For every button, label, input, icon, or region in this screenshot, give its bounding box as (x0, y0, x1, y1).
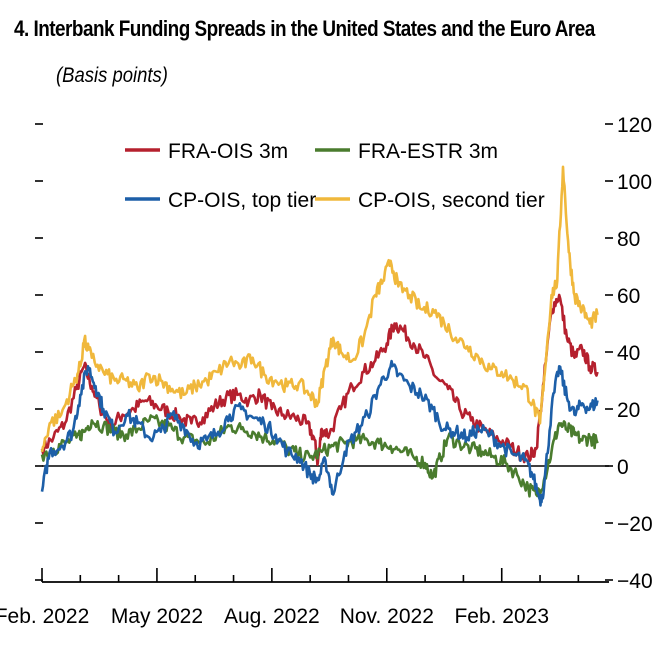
series-line-1 (40, 414, 599, 498)
y-axis-left (35, 123, 43, 581)
series-line-3 (40, 165, 599, 453)
legend-label-fra-estr: FRA-ESTR 3m (358, 140, 498, 163)
x-tick-label: Aug. 2022 (224, 605, 320, 628)
y-tick-label: 40 (617, 342, 640, 365)
legend: FRA-OIS 3m FRA-ESTR 3m CP-OIS, top tier … (125, 140, 545, 212)
x-tick-label: Feb. 2023 (454, 605, 549, 628)
y-tick-label: 60 (617, 285, 640, 308)
plot-lines (40, 165, 609, 507)
series-line-0 (40, 293, 599, 466)
y-axis-right: 120 100 80 60 40 20 0 −20 −40 (605, 114, 653, 593)
x-tick-label: Feb. 2022 (0, 605, 89, 628)
legend-label-cp-second: CP-OIS, second tier (358, 189, 545, 212)
y-tick-label: 120 (617, 114, 652, 137)
chart-title: 4. Interbank Funding Spreads in the Unit… (14, 16, 595, 41)
legend-label-fra-ois: FRA-OIS 3m (168, 140, 288, 163)
y-tick-label: 80 (617, 228, 640, 251)
y-tick-label: −40 (617, 570, 653, 593)
legend-label-cp-top: CP-OIS, top tier (168, 189, 316, 212)
y-tick-label: 0 (617, 456, 629, 479)
y-tick-label: 20 (617, 399, 640, 422)
chart-subtitle: (Basis points) (56, 64, 168, 87)
y-tick-label: 100 (617, 171, 652, 194)
x-tick-label: May 2022 (111, 605, 203, 628)
x-axis: Feb. 2022 May 2022 Aug. 2022 Nov. 2022 Feb. … (0, 568, 609, 628)
y-tick-label: −20 (617, 513, 653, 536)
x-tick-label: Nov. 2022 (340, 605, 434, 628)
series-line-2 (40, 359, 599, 507)
